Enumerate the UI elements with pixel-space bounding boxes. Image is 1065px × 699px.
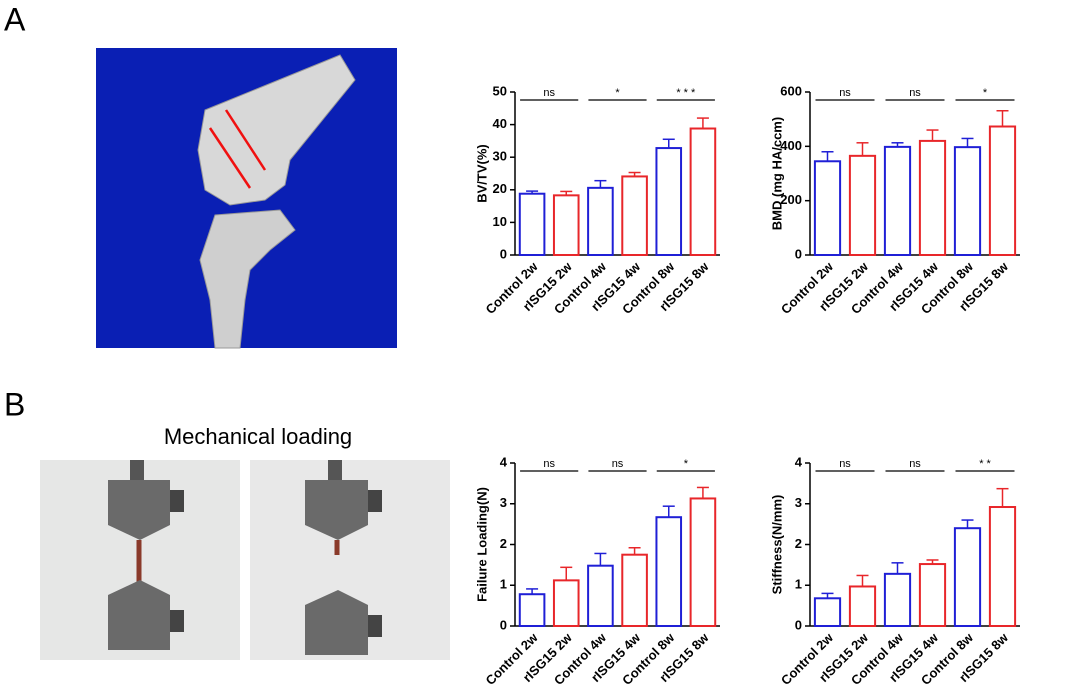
bar [953, 146, 982, 256]
bar [621, 553, 648, 627]
significance-label: ns [839, 87, 851, 99]
bar [689, 497, 717, 628]
y-tick-label: 1 [795, 577, 802, 592]
bar [587, 186, 614, 256]
panel-label: A [4, 1, 26, 37]
significance-label: ns [839, 458, 851, 470]
y-tick-label: 10 [493, 214, 507, 229]
bar [988, 506, 1017, 628]
y-tick-label: 20 [493, 181, 507, 196]
y-tick-label: 600 [780, 83, 802, 98]
bar [518, 192, 546, 257]
significance-label: ns [612, 458, 624, 470]
y-tick-label: 4 [500, 454, 508, 469]
bar [918, 139, 947, 256]
y-tick-label: 2 [795, 536, 802, 551]
bar [655, 516, 683, 628]
mechanical-photo [40, 460, 450, 660]
significance-label: * [615, 87, 620, 99]
significance-label: * [684, 458, 689, 470]
y-tick-label: 400 [780, 138, 802, 153]
significance-label: * * * [676, 87, 696, 99]
significance-label: ns [543, 458, 555, 470]
y-tick-label: 4 [795, 454, 803, 469]
y-tick-label: 0 [500, 246, 507, 261]
y-tick-label: 3 [500, 495, 507, 510]
bar [552, 194, 580, 256]
bar [883, 145, 912, 256]
bar [883, 572, 912, 628]
y-tick-label: 200 [780, 192, 802, 207]
bar [953, 527, 982, 628]
y-axis-label: BV/TV(%) [474, 144, 489, 203]
y-tick-label: 3 [795, 495, 802, 510]
y-tick-label: 30 [493, 149, 507, 164]
micro-ct-image [96, 48, 397, 349]
bar [988, 125, 1017, 256]
y-tick-label: 40 [493, 116, 507, 131]
y-tick-label: 2 [500, 536, 507, 551]
bar [655, 147, 683, 257]
bar [621, 175, 648, 257]
significance-label: * [983, 87, 988, 99]
bar [813, 160, 842, 256]
y-axis-label: Failure Loading(N) [474, 487, 489, 602]
significance-label: ns [909, 87, 921, 99]
significance-label: * * [979, 458, 991, 470]
y-tick-label: 0 [500, 617, 507, 632]
bar [918, 563, 947, 627]
y-tick-label: 0 [795, 617, 802, 632]
bar [813, 597, 842, 627]
bar [848, 154, 877, 256]
significance-label: ns [909, 458, 921, 470]
bar [518, 593, 546, 628]
bar [689, 127, 717, 256]
y-tick-label: 50 [493, 83, 507, 98]
significance-label: ns [543, 87, 555, 99]
bar [848, 585, 877, 627]
bar [552, 579, 580, 627]
panel-title: Mechanical loading [164, 424, 352, 449]
y-tick-label: 0 [795, 246, 802, 261]
panel-label: B [4, 386, 25, 422]
y-tick-label: 1 [500, 577, 507, 592]
y-axis-label: Stiffness(N/mm) [769, 495, 784, 595]
y-axis-label: BMD (mg HA/ccm) [769, 117, 784, 230]
bar [587, 564, 614, 628]
